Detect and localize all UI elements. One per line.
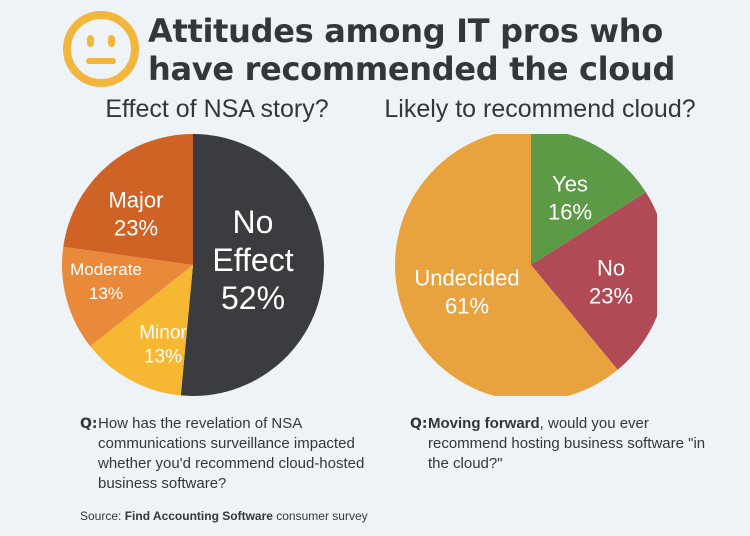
slice-label-yes: Yes 16% (548, 172, 592, 225)
question-text: How has the revelation of NSA communicat… (98, 415, 365, 492)
pie-slice-no (531, 192, 657, 370)
pie-slice-major (63, 134, 193, 265)
pie-slice-yes (531, 134, 646, 265)
question-emphasis: Moving forward (428, 415, 540, 432)
title-line-2: have recommended the cloud (148, 50, 676, 88)
slice-label-line: No (233, 204, 274, 240)
recommend-cloud-chart: Likely to recommend cloud? Yes 16% No 23% Un… (375, 92, 705, 472)
slice-label-line: Minor (139, 323, 187, 344)
nsa-effect-question: Q: How has the revelation of NSA communi… (80, 414, 390, 494)
slice-label-line: 52% (221, 280, 285, 316)
source-prefix: Source: (80, 509, 125, 523)
slice-label-line: 16% (548, 200, 592, 225)
page-title: Attitudes among IT pros who have recomme… (148, 12, 675, 88)
slice-label-line: Major (108, 188, 163, 213)
pie-slice-undecided (395, 134, 618, 396)
pie-slice-minor (90, 265, 193, 396)
source-note: Source: Find Accounting Software consume… (80, 509, 368, 523)
slice-label-line: Yes (552, 172, 588, 197)
recommend-cloud-pie: Yes 16% No 23% Undecided 61% (395, 134, 657, 396)
recommend-cloud-question: Q: Moving forward, would you ever recomm… (410, 414, 720, 474)
slice-label-line: Undecided (414, 266, 519, 291)
face-ring (63, 11, 139, 87)
question-label: Q: (80, 416, 98, 432)
slice-label-line: 23% (589, 284, 633, 309)
nsa-effect-pie: No Effect 52% Minor 13% Moderate 13% Major 23% (62, 134, 324, 396)
title-line-1: Attitudes among IT pros who (148, 12, 663, 50)
recommend-cloud-chart-title: Likely to recommend cloud? (384, 95, 696, 123)
slice-label-line: 13% (144, 347, 182, 368)
slice-label-no-effect: No Effect 52% (212, 204, 293, 316)
question-rest: , would you ever recommend hosting busin… (428, 415, 706, 472)
face-right-eye (108, 35, 115, 47)
slice-label-line: 23% (114, 216, 158, 241)
pie-slice-no-effect (180, 134, 324, 396)
nsa-effect-chart: Effect of NSA story? No Effect 52% Minor 13%… (52, 92, 382, 492)
nsa-effect-chart-title: Effect of NSA story? (105, 95, 329, 123)
slice-label-undecided: Undecided 61% (414, 266, 519, 319)
slice-label-line: No (597, 256, 625, 281)
source-suffix: consumer survey (272, 509, 368, 523)
slice-label-moderate: Moderate 13% (70, 260, 142, 303)
face-mouth (86, 58, 116, 64)
question-text: Moving forward, would you ever recommend… (428, 414, 720, 474)
neutral-face-icon (63, 11, 139, 87)
slice-label-line: 13% (89, 284, 123, 303)
slice-label-line: 61% (445, 294, 489, 319)
face-left-eye (87, 35, 94, 47)
slice-label-line: Moderate (70, 260, 142, 279)
slice-label-no: No 23% (589, 256, 633, 309)
header: Attitudes among IT pros who have recomme… (62, 10, 742, 90)
pie-slice-moderate (62, 246, 193, 347)
question-label: Q: (410, 416, 428, 432)
slice-label-major: Major 23% (108, 188, 163, 241)
slice-label-minor: Minor 13% (139, 323, 187, 368)
source-name: Find Accounting Software (124, 509, 273, 523)
slice-label-line: Effect (212, 242, 293, 278)
